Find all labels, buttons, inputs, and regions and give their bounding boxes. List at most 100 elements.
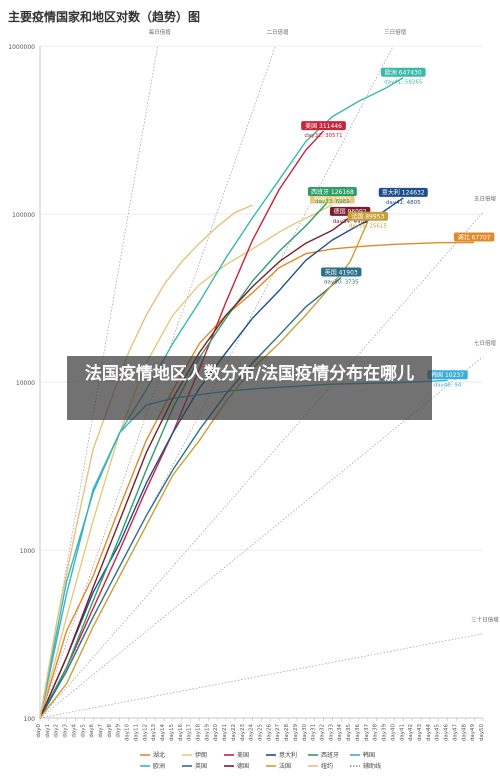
y-tick-label: 1000000 <box>8 44 35 51</box>
data-label-badge <box>380 67 426 77</box>
series-group <box>39 77 475 719</box>
x-tick-label: day15 <box>169 724 175 742</box>
legend-item: 德国 <box>237 762 249 770</box>
x-tick-label: day30 <box>302 724 308 742</box>
y-tick-label: 100 <box>24 716 36 723</box>
doubling-line-label: 二日倍增 <box>266 28 288 36</box>
data-annotation: day46: 94 <box>434 382 462 388</box>
x-tick-label: day8 <box>107 724 113 738</box>
x-tick-label: day50 <box>479 724 485 742</box>
data-label: 韩国 10237 <box>431 371 464 379</box>
doubling-line-label: 每日倍增 <box>149 28 171 36</box>
series-line-湖北 <box>39 241 475 719</box>
x-tick-label: day23 <box>240 724 246 742</box>
x-tick-label: day3 <box>63 724 69 738</box>
x-tick-label: day18 <box>195 724 201 742</box>
series-line-纽约 <box>39 204 253 719</box>
x-tick-label: day41 <box>399 724 405 741</box>
data-annotation: day41: 58265 <box>384 80 423 86</box>
x-tick-label: day7 <box>98 724 104 738</box>
data-label: 湖北 67707 <box>458 233 491 241</box>
data-label: 法国 89953 <box>351 213 384 221</box>
x-tick-label: day6 <box>89 724 95 738</box>
series-labels: 湖北 67707 伊朗 113833 美国 311446 day32: 30571 意大… <box>301 67 495 388</box>
x-tick-label: day46 <box>444 724 450 742</box>
x-tick-label: day28 <box>284 724 290 742</box>
x-tick-label: day20 <box>213 724 219 742</box>
data-label-badge <box>453 232 495 242</box>
data-label: 意大利 124632 <box>382 189 425 197</box>
x-tick-label: day32 <box>320 724 326 741</box>
data-label-badge <box>310 194 355 204</box>
data-annotation: day34: 4933 <box>333 219 368 225</box>
series-line-英国 <box>39 276 342 719</box>
data-label-badge <box>427 370 468 380</box>
x-tick-label: day38 <box>373 724 379 742</box>
x-tick-label: day9 <box>116 724 122 738</box>
legend-item: 美国 <box>237 751 249 759</box>
x-tick-label: day11 <box>133 724 139 741</box>
y-tick-label: 10000 <box>16 380 35 387</box>
doubling-line-label: 三日倍增 <box>384 28 406 36</box>
x-tick-label: day37 <box>364 724 370 742</box>
x-tick-label: day48 <box>461 724 467 742</box>
x-tick-label: day10 <box>125 724 131 742</box>
x-tick-label: day43 <box>417 724 423 742</box>
series-line-德国 <box>39 216 351 719</box>
data-label: 英国 41903 <box>325 268 358 276</box>
caption-overlay: 法国疫情地区人数分布/法国疫情分布在哪儿 <box>67 356 432 420</box>
data-label: 欧洲 647430 <box>385 69 422 77</box>
x-tick-label: day42 <box>408 724 414 741</box>
series-line-法国 <box>39 221 369 719</box>
legend-item: 意大利 <box>279 751 297 759</box>
legend-item: 西班牙 <box>321 751 339 759</box>
x-tick-label: day47 <box>452 724 458 742</box>
x-tick-label: day27 <box>275 724 281 742</box>
x-tick-label: day12 <box>142 724 148 741</box>
data-label: 伊朗 113833 <box>314 195 351 203</box>
legend-item: 辅助线 <box>363 762 381 770</box>
x-tick-label: day21 <box>222 724 228 741</box>
x-tick-label: day35 <box>346 724 352 742</box>
x-tick-label: day16 <box>178 724 184 742</box>
y-tick-label: 1000 <box>20 548 35 555</box>
doubling-line-label: 五日倍增 <box>474 194 496 202</box>
x-tick-label: day5 <box>80 724 86 738</box>
x-tick-label: day2 <box>54 724 60 738</box>
x-tick-label: day17 <box>187 724 193 742</box>
data-label: 德国 96092 <box>334 208 367 216</box>
x-tick-label: day26 <box>266 724 272 742</box>
x-tick-label: day1 <box>45 724 51 738</box>
x-tick-label: day19 <box>204 724 210 742</box>
series-line-欧洲 <box>39 77 404 719</box>
y-tick-label: 100000 <box>12 212 35 219</box>
data-annotation: day30: 3735 <box>324 279 359 285</box>
doubling-line-label: 三十日倍增 <box>471 616 499 624</box>
x-tick-label: day22 <box>231 724 237 741</box>
series-line-意大利 <box>39 197 404 719</box>
data-label: 西班牙 126168 <box>311 188 354 196</box>
legend-item: 湖北 <box>153 751 165 759</box>
legend-item: 欧洲 <box>153 762 165 770</box>
x-tick-label: day40 <box>390 724 396 742</box>
x-tick-label: day29 <box>293 724 299 742</box>
legend-item: 纽约 <box>321 762 333 770</box>
x-tick-label: day14 <box>160 724 166 742</box>
x-tick-label: day0 <box>36 724 42 738</box>
legend-item: 韩国 <box>363 751 375 759</box>
x-tick-label: day13 <box>151 724 157 742</box>
doubling-line-label: 七日倍增 <box>474 339 496 347</box>
x-tick-label: day25 <box>258 724 264 742</box>
x-tick-label: day4 <box>71 724 77 738</box>
data-label-badge <box>347 211 389 221</box>
legend-item: 法国 <box>279 762 291 770</box>
x-tick-label: day31 <box>311 724 317 741</box>
x-tick-label: day45 <box>435 724 441 742</box>
x-tick-label: day33 <box>328 724 334 742</box>
x-tick-label: day49 <box>470 724 476 742</box>
legend-item: 伊朗 <box>195 751 207 759</box>
data-label-badge <box>321 267 362 277</box>
data-annotation: day33: 6989 <box>315 199 350 205</box>
x-tick-label: day34 <box>337 724 343 742</box>
